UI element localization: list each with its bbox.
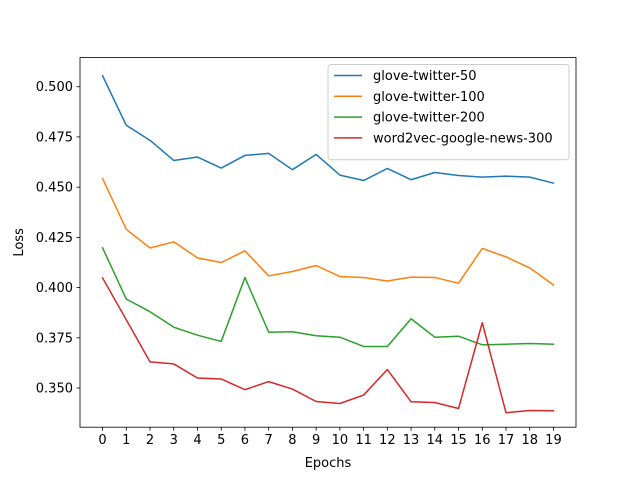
series-line-0	[101, 74, 555, 185]
y-tick-label: 0.400	[36, 281, 73, 296]
y-tick-label: 0.500	[36, 80, 73, 95]
x-tick-label: 16	[474, 433, 491, 448]
legend-label-0: glove-twitter-50	[373, 69, 476, 84]
x-tick-label: 17	[498, 433, 515, 448]
y-tick-label: 0.450	[36, 181, 73, 196]
x-tick-label: 15	[450, 433, 467, 448]
x-tick-label: 6	[241, 433, 249, 448]
x-tick-label: 7	[265, 433, 273, 448]
y-tick-label: 0.375	[36, 331, 73, 346]
x-tick-label: 19	[545, 433, 562, 448]
x-tick-label: 14	[427, 433, 444, 448]
series-line-3	[101, 276, 555, 414]
legend-label-1: glove-twitter-100	[373, 90, 485, 105]
x-tick-label: 1	[122, 433, 130, 448]
x-axis-label: Epochs	[305, 456, 352, 471]
x-tick-label: 5	[217, 433, 225, 448]
y-tick-label: 0.475	[36, 130, 73, 145]
x-tick-label: 3	[170, 433, 178, 448]
x-tick-label: 13	[403, 433, 420, 448]
x-tick-label: 2	[146, 433, 154, 448]
x-tick-label: 11	[355, 433, 372, 448]
series-lines	[101, 74, 555, 414]
x-tick-label: 9	[312, 433, 320, 448]
x-tick-label: 4	[193, 433, 201, 448]
y-axis-label: Loss	[12, 228, 27, 257]
y-axis-ticks: 0.350 0.375 0.400 0.425 0.450 0.475 0.500	[36, 80, 80, 397]
x-tick-label: 0	[98, 433, 106, 448]
x-tick-label: 8	[288, 433, 296, 448]
series-line-2	[101, 246, 555, 348]
x-tick-label: 18	[521, 433, 538, 448]
legend-label-3: word2vec-google-news-300	[373, 131, 553, 146]
x-tick-label: 10	[332, 433, 349, 448]
legend-box	[327, 64, 570, 161]
x-tick-label: 12	[379, 433, 396, 448]
y-tick-label: 0.425	[36, 231, 73, 246]
series-line-1	[101, 177, 555, 287]
y-tick-label: 0.350	[36, 382, 73, 397]
plot-area-frame	[79, 57, 577, 428]
legend: glove-twitter-50 glove-twitter-100 glove-t…	[327, 64, 570, 161]
legend-label-2: glove-twitter-200	[373, 111, 485, 126]
x-axis-ticks: 0 1 2 3 4 5 6 7 8 9 10 11 12 13 14 15 16 17 18 19	[98, 427, 562, 448]
